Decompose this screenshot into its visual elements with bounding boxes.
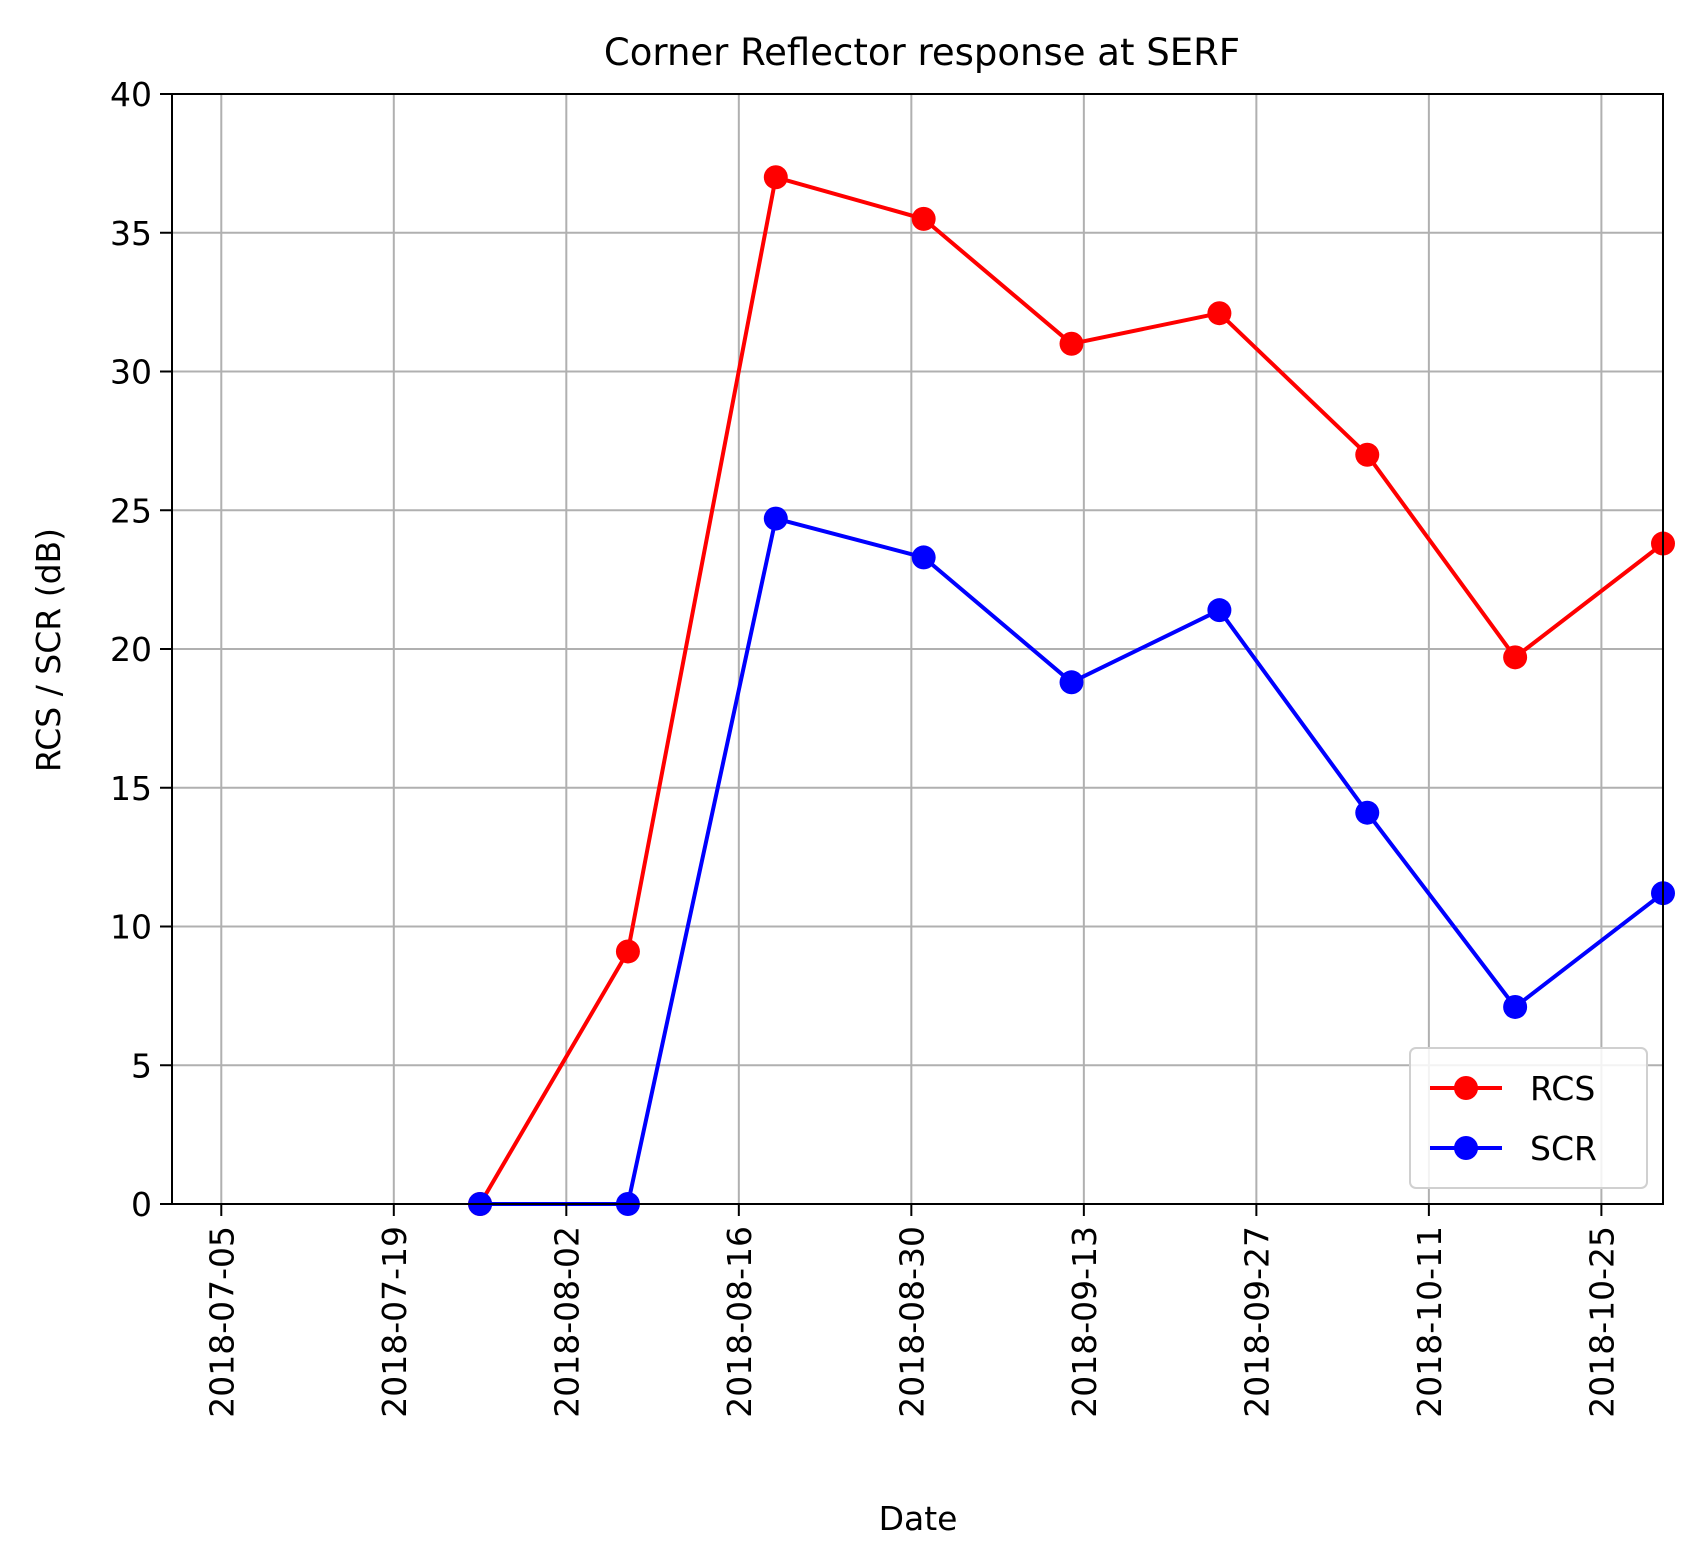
- x-tick-label: 2018-10-11: [1410, 1226, 1449, 1418]
- y-tick-label: 40: [110, 75, 152, 114]
- data-point-rcs: [1355, 442, 1380, 467]
- data-point-rcs: [615, 939, 640, 964]
- y-axis: 0 5 10 15 20 25 30 35 40: [110, 75, 172, 1224]
- data-point-rcs: [1059, 331, 1084, 356]
- data-point-scr: [763, 506, 788, 531]
- data-point-scr: [1059, 670, 1084, 695]
- data-point-scr: [1355, 800, 1380, 825]
- x-axis-label: Date: [879, 1499, 958, 1538]
- y-tick-label: 25: [110, 491, 152, 530]
- x-tick-label: 2018-10-25: [1582, 1226, 1621, 1418]
- x-tick-label: 2018-09-27: [1237, 1226, 1276, 1418]
- data-point-scr: [911, 545, 936, 570]
- y-tick-label: 20: [110, 630, 152, 669]
- x-tick-label: 2018-07-19: [375, 1226, 414, 1418]
- y-tick-label: 15: [110, 769, 152, 808]
- legend-marker-rcs: [1454, 1076, 1478, 1100]
- y-tick-label: 0: [131, 1185, 152, 1224]
- x-tick-label: 2018-08-30: [892, 1226, 931, 1418]
- legend: RCS SCR: [1409, 1047, 1648, 1189]
- y-tick-label: 35: [110, 214, 152, 253]
- legend-label-scr: SCR: [1530, 1129, 1597, 1168]
- series-layer: [468, 165, 1675, 1216]
- y-tick-label: 10: [110, 908, 152, 947]
- legend-marker-scr: [1454, 1136, 1478, 1160]
- y-tick-label: 30: [110, 353, 152, 392]
- series-scr: [468, 506, 1675, 1216]
- data-point-rcs: [911, 206, 936, 231]
- y-tick-label: 5: [131, 1046, 152, 1085]
- data-point-rcs: [763, 165, 788, 190]
- legend-box: [1409, 1047, 1648, 1189]
- x-tick-label: 2018-07-05: [202, 1226, 241, 1418]
- data-point-scr: [1503, 994, 1528, 1019]
- data-point-rcs: [1207, 301, 1232, 326]
- legend-label-rcs: RCS: [1530, 1069, 1595, 1108]
- y-axis-label: RCS / SCR (dB): [29, 528, 68, 772]
- data-point-scr: [1207, 598, 1232, 623]
- chart-title: Corner Reflector response at SERF: [604, 31, 1240, 74]
- x-tick-label: 2018-08-16: [720, 1226, 759, 1418]
- x-tick-label: 2018-09-13: [1065, 1226, 1104, 1418]
- x-axis: 2018-07-05 2018-07-19 2018-08-02 2018-08-16…: [202, 1204, 1621, 1418]
- x-tick-label: 2018-08-02: [547, 1226, 586, 1418]
- data-point-rcs: [1503, 645, 1528, 670]
